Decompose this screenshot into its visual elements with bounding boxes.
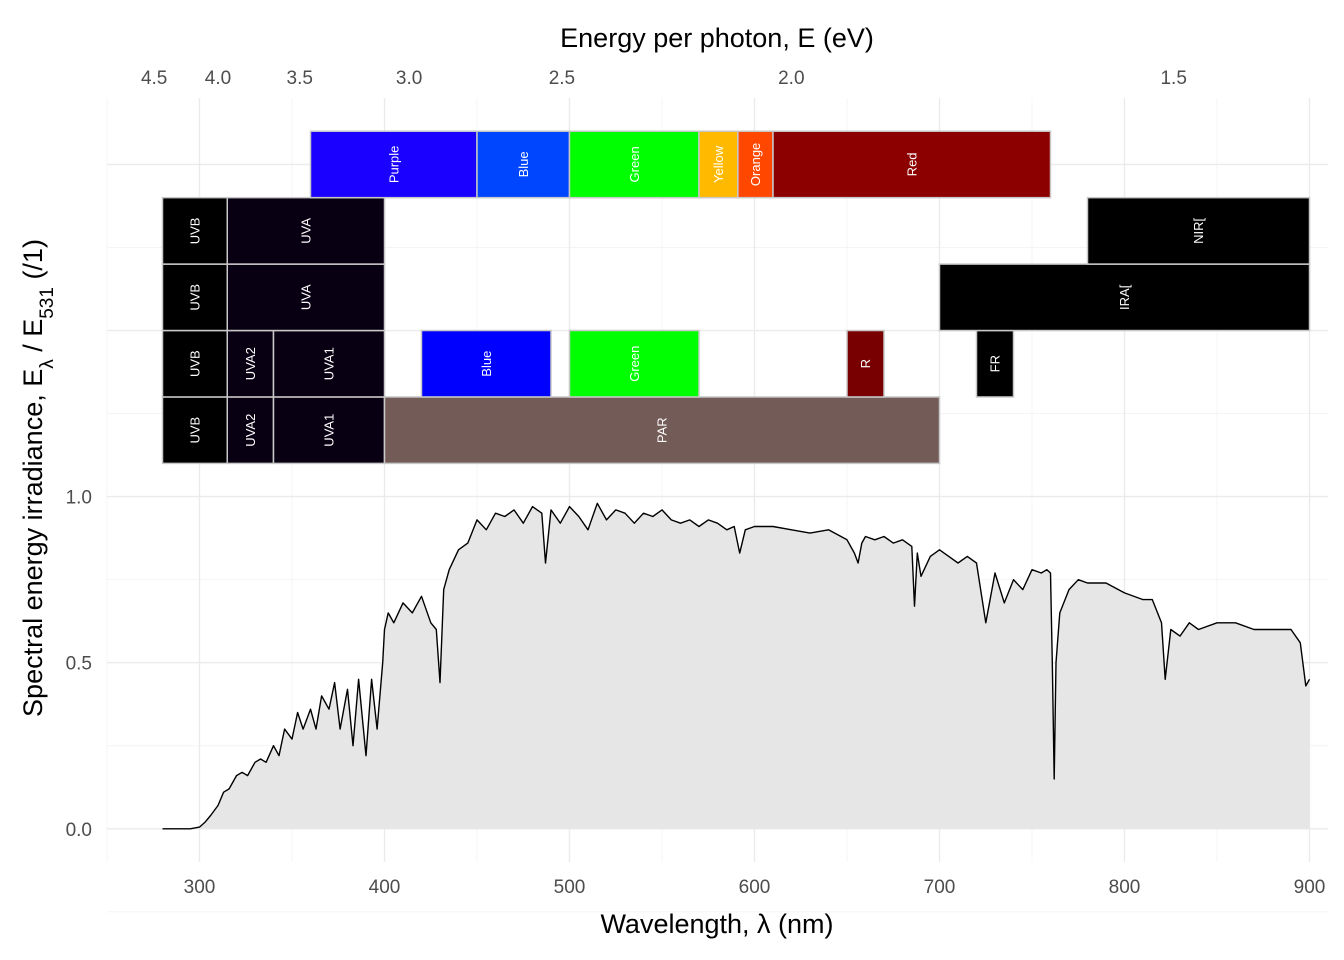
y-tick-label: 1.0 [66, 488, 92, 509]
spectrum-line [162, 502, 1311, 830]
waveband-rect [161, 329, 228, 398]
waveband-label: UVA2 [243, 414, 258, 447]
waveband-rect [938, 263, 1311, 332]
waveband-label: Green [627, 346, 642, 382]
waveband-rect [226, 329, 275, 398]
spectrum-series [162, 502, 1311, 830]
waveband-green: Green [568, 329, 700, 398]
waveband-purple: Purple [309, 130, 478, 199]
waveband-rect [476, 130, 571, 199]
y-tick-label: 0.5 [66, 654, 92, 675]
waveband-rect [420, 329, 552, 398]
x-tick-label: 900 [1294, 877, 1326, 898]
x2-tick-label: 3.5 [287, 68, 313, 89]
waveband-label: PAR [655, 417, 670, 443]
waveband-uva: UVA [226, 196, 386, 265]
waveband-rect [568, 130, 700, 199]
x2-tick-label: 3.0 [396, 68, 422, 89]
x2-axis-ticks: 4.5 4.0 3.5 3.0 2.5 2.0 1.5 [141, 68, 1187, 89]
waveband-par: PAR [383, 396, 941, 465]
waveband-label: Purple [386, 146, 401, 184]
x-tick-label: 700 [924, 877, 956, 898]
waveband-blue: Blue [420, 329, 552, 398]
waveband-label: R [858, 359, 873, 368]
waveband-label: Orange [748, 143, 763, 186]
waveband-label: NIR[ [1191, 218, 1206, 244]
waveband-label: UVB [187, 417, 202, 444]
spectrum-area [162, 503, 1310, 829]
x2-tick-label: 1.5 [1160, 68, 1186, 89]
waveband-rect [161, 196, 228, 265]
waveband-label: UVA1 [322, 347, 337, 380]
waveband-annotations: UVB UVA2 UVA1 PAR UVB UVA2 UVA1 Blue Green R FR UVB… [161, 130, 1311, 465]
waveband-label: UVA2 [243, 347, 258, 380]
waveband-fr: FR [975, 329, 1015, 398]
waveband-label: UVA1 [322, 414, 337, 447]
waveband-label: UVA [298, 284, 313, 310]
waveband-rect [226, 263, 386, 332]
waveband-rect [1086, 196, 1311, 265]
x-tick-label: 400 [369, 877, 401, 898]
waveband-uvb: UVB [161, 196, 228, 265]
waveband-uvb: UVB [161, 263, 228, 332]
waveband-rect [846, 329, 885, 398]
waveband-rect [568, 329, 700, 398]
x-axis-ticks: 300 400 500 600 700 800 900 [184, 877, 1326, 898]
waveband-label: Blue [479, 351, 494, 377]
waveband-ira: IRA[ [938, 263, 1311, 332]
waveband-uva2: UVA2 [226, 396, 275, 465]
y-axis-ticks: 0.0 0.5 1.0 [66, 488, 92, 841]
x2-tick-label: 4.0 [205, 68, 231, 89]
waveband-label: FR [988, 355, 1003, 372]
waveband-uva: UVA [226, 263, 386, 332]
x-axis-title: Wavelength, λ (nm) [600, 909, 833, 939]
waveband-label: UVB [187, 284, 202, 311]
waveband-blue: Blue [476, 130, 571, 199]
waveband-label: Blue [516, 151, 531, 177]
x2-tick-label: 4.5 [141, 68, 167, 89]
x-tick-label: 500 [554, 877, 586, 898]
waveband-uva1: UVA1 [272, 396, 386, 465]
waveband-uva1: UVA1 [272, 329, 386, 398]
x-tick-label: 300 [184, 877, 216, 898]
waveband-orange: Orange [737, 130, 774, 199]
waveband-uvb: UVB [161, 329, 228, 398]
waveband-uvb: UVB [161, 396, 228, 465]
waveband-red: Red [772, 130, 1052, 199]
waveband-yellow: Yellow [698, 130, 739, 199]
x-tick-label: 800 [1109, 877, 1141, 898]
waveband-r: R [846, 329, 885, 398]
waveband-nir: NIR[ [1086, 196, 1311, 265]
waveband-rect [772, 130, 1052, 199]
waveband-label: Red [904, 152, 919, 176]
x-tick-label: 600 [739, 877, 771, 898]
waveband-rect [226, 196, 386, 265]
x2-tick-label: 2.5 [549, 68, 575, 89]
waveband-label: Green [627, 146, 642, 182]
waveband-label: UVB [187, 350, 202, 377]
waveband-uva2: UVA2 [226, 329, 275, 398]
waveband-label: Yellow [711, 145, 726, 183]
x2-tick-label: 2.0 [778, 68, 804, 89]
waveband-label: UVA [298, 218, 313, 244]
waveband-green: Green [568, 130, 700, 199]
y-axis-title: Spectral energy irradiance, Eλ / E531 (/… [18, 239, 58, 717]
waveband-label: UVB [187, 218, 202, 245]
waveband-label: IRA[ [1117, 284, 1132, 310]
x2-axis-title: Energy per photon, E (eV) [560, 23, 874, 53]
y-tick-label: 0.0 [66, 820, 92, 841]
